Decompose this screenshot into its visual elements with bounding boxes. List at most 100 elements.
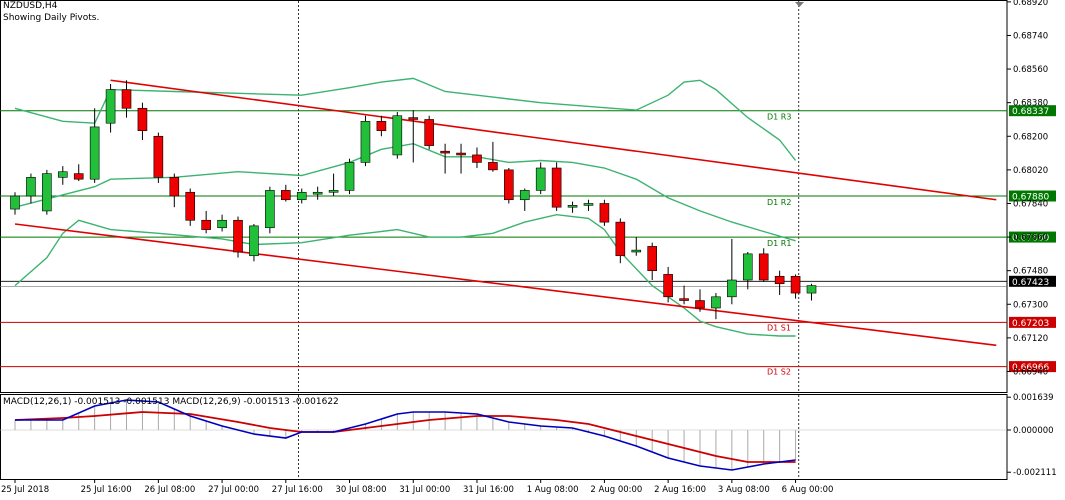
candle — [583, 199, 594, 211]
candle — [265, 186, 275, 234]
candle-body — [727, 279, 737, 298]
price-tick-label: 0.66940 — [1013, 367, 1048, 377]
macd-signal-line — [14, 411, 796, 463]
bollinger-middle — [14, 142, 796, 242]
candle — [281, 184, 291, 202]
macd-tick-label: 0.000000 — [1013, 426, 1054, 436]
candle — [599, 199, 610, 226]
candle-body — [360, 121, 371, 163]
candle — [631, 237, 642, 256]
candle-body — [281, 190, 291, 201]
candle — [758, 248, 769, 282]
pivot-price-value: 0.68337 — [1012, 107, 1049, 117]
candle-body — [121, 89, 132, 109]
candle — [26, 173, 36, 204]
candle — [742, 252, 753, 290]
candle-body — [806, 285, 817, 294]
pivot-price-box — [1009, 105, 1056, 117]
pivot-price-box — [1009, 231, 1056, 243]
price-tick-label: 0.68920 — [1013, 0, 1048, 8]
candle-body — [153, 135, 164, 178]
candle — [679, 285, 689, 305]
candle — [392, 112, 403, 159]
chart-subtitle: Showing Daily Pivots. — [3, 13, 100, 23]
candle — [472, 147, 482, 168]
candle-body — [695, 300, 705, 309]
candle — [535, 162, 546, 195]
candle — [233, 216, 243, 258]
time-tick-label: 27 Jul 16:00 — [272, 485, 323, 495]
current-price-box — [1009, 275, 1056, 287]
candle — [663, 266, 673, 303]
time-tick-label: 2 Aug 16:00 — [654, 485, 706, 495]
time-tick-label: 31 Jul 00:00 — [399, 485, 450, 495]
time-tick-label: 26 Jul 08:00 — [144, 485, 195, 495]
candle — [551, 162, 562, 211]
candle-body — [631, 249, 642, 253]
candle-body — [758, 253, 769, 281]
candle — [695, 289, 705, 312]
macd-panel[interactable] — [0, 399, 1007, 471]
candle — [153, 132, 164, 183]
candle — [376, 115, 387, 137]
time-tick-label: 3 Aug 08:00 — [718, 485, 770, 495]
candle-body — [233, 219, 243, 253]
candle — [10, 192, 20, 215]
pivot-price-tag: 0.67660 — [1009, 231, 1056, 244]
time-tick-label: 25 Jul 2018 — [1, 485, 49, 495]
pivot-price-box — [1009, 316, 1056, 328]
candle-body — [73, 173, 84, 180]
candle — [774, 270, 785, 295]
candle — [727, 238, 737, 305]
candle — [201, 210, 211, 234]
candle — [790, 274, 801, 299]
candle — [249, 224, 259, 262]
candle-body — [296, 191, 307, 201]
candle — [567, 201, 578, 213]
candle-body — [456, 152, 466, 156]
candle-body — [10, 195, 20, 210]
candle-body — [89, 126, 100, 180]
bollinger-upper — [14, 77, 797, 161]
macd-tick-label: -0.002111 — [1013, 468, 1057, 478]
channel-line — [14, 223, 997, 347]
candle-body — [774, 275, 785, 285]
candle-body — [679, 298, 689, 301]
price-tick-label: 0.67120 — [1013, 334, 1048, 344]
pivot-label: D1 R3 — [767, 113, 791, 122]
candle — [456, 143, 466, 174]
candle-body — [472, 154, 482, 163]
candle-body — [265, 190, 275, 229]
pivot-price-tag: 0.67880 — [1009, 190, 1056, 203]
candle-body — [344, 162, 355, 191]
pivot-label: D1 S2 — [767, 368, 791, 377]
pivot-price-tag: 0.66966 — [1009, 361, 1056, 373]
candle — [42, 169, 52, 215]
candle-body — [42, 173, 52, 212]
candle-body — [583, 203, 594, 206]
price-tick-label: 0.67300 — [1013, 300, 1048, 310]
candle — [519, 188, 530, 211]
candle-body — [26, 177, 36, 197]
candle-body — [105, 89, 116, 124]
candle-body — [551, 167, 562, 208]
candle-body — [663, 274, 673, 298]
candle — [424, 115, 434, 150]
price-panel[interactable]: D1 R3 0.68337 D1 R2 0.67880 D1 R1 0.67660 D1 S… — [0, 77, 1056, 377]
current-price-tag: 0.67423 — [1009, 275, 1056, 288]
time-tick-label: 27 Jul 00:00 — [208, 485, 259, 495]
channel-line — [110, 79, 997, 201]
bollinger-lower — [14, 213, 796, 337]
candle-body — [137, 107, 148, 131]
candle-body — [217, 219, 227, 229]
candle-body — [312, 191, 323, 195]
price-tick-label: 0.68200 — [1013, 132, 1048, 142]
candle-body — [328, 190, 339, 193]
candle — [185, 188, 196, 226]
candle — [73, 164, 84, 182]
candle-body — [504, 169, 514, 201]
candle — [121, 80, 132, 118]
time-tick-label: 2 Aug 00:00 — [590, 485, 642, 495]
candle — [217, 214, 227, 232]
